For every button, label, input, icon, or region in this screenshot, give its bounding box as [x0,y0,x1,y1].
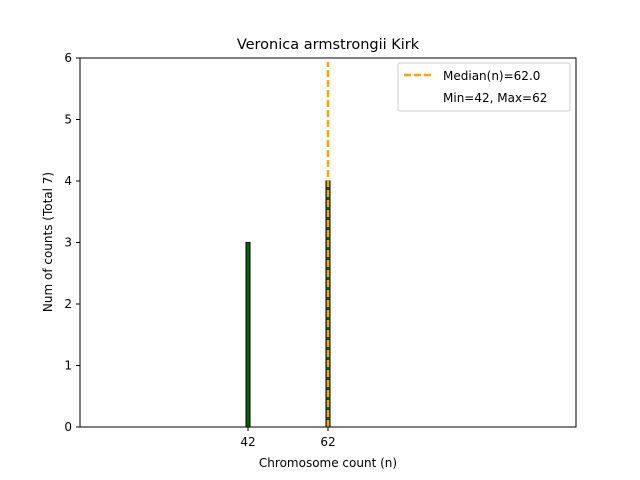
x-axis: 42 62 [240,427,336,449]
y-axis: 0 1 2 3 4 5 6 [64,51,80,434]
legend-entry-range: Min=42, Max=62 [443,91,547,105]
legend-box [397,62,571,112]
y-tick-label: 1 [64,359,72,373]
x-axis-label: Chromosome count (n) [259,456,397,470]
y-tick-label: 6 [64,51,72,65]
legend: Median(n)=62.0 Min=42, Max=62 [397,62,571,112]
x-tick-label: 62 [320,435,335,449]
x-tick-label: 42 [240,435,255,449]
chart-title: Veronica armstrongii Kirk [237,37,420,53]
legend-entry-median: Median(n)=62.0 [443,69,540,83]
plot-area [80,62,344,428]
y-tick-label: 4 [64,174,72,188]
bar-42 [245,242,251,428]
y-tick-label: 2 [64,297,72,311]
y-tick-label: 0 [64,420,72,434]
y-tick-label: 3 [64,236,72,250]
y-axis-label: Num of counts (Total 7) [41,172,55,312]
y-tick-label: 5 [64,113,72,127]
